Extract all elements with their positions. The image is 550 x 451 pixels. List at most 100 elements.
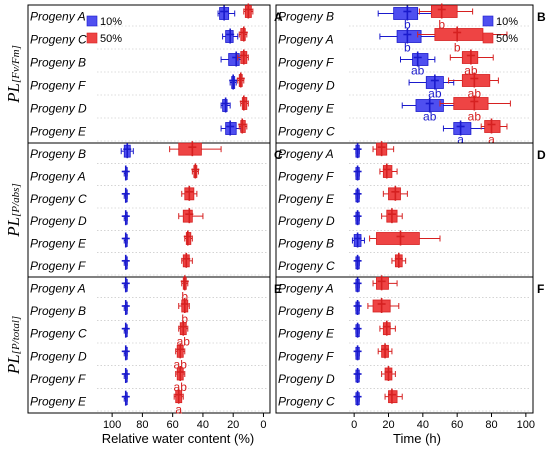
row-y-label-sub: [P/total]	[10, 316, 22, 355]
progeny-label: Progeny E	[30, 125, 87, 139]
row-y-label-sub: [Fv/Fm]	[10, 45, 22, 83]
tick-label: 40	[417, 419, 429, 431]
progeny-label: Progeny A	[30, 281, 86, 295]
panel-a: Progeny A Progeny C Progeny B Progeny F Prog…	[27, 3, 283, 144]
progeny-label: Progeny A	[30, 10, 86, 24]
progeny-label: Progeny C	[278, 395, 335, 409]
annotation-10pct: a	[457, 133, 464, 147]
box-50pct-box	[376, 276, 389, 290]
box-10pct-box	[228, 53, 240, 66]
box-50pct-box	[461, 74, 491, 87]
progeny-label: Progeny B	[278, 304, 334, 318]
row-y-label: PL[P/total]	[4, 316, 23, 375]
legend-a: 10%50%	[86, 15, 122, 45]
panel-frame	[27, 276, 271, 414]
panel-frame	[275, 142, 534, 278]
annotation-50pct: b	[454, 41, 461, 55]
annotation-50pct: a	[488, 133, 495, 147]
panel-letter: B	[537, 10, 546, 24]
progeny-label: Progeny C	[278, 259, 335, 273]
progeny-label: Progeny A	[278, 33, 334, 47]
panel-letter: F	[537, 282, 544, 296]
tick-label: 0	[260, 419, 266, 431]
x-axis-left: 100 80 60 40 20 0	[103, 413, 267, 431]
box-50pct-box	[182, 209, 193, 223]
tick-label: 100	[517, 419, 535, 431]
box-10pct-box	[412, 53, 429, 66]
annotation-50pct: a	[175, 403, 182, 417]
progeny-label: Progeny A	[30, 170, 86, 184]
legend-swatch-10pct	[482, 15, 494, 27]
progeny-label: Progeny E	[278, 102, 335, 116]
annotation-10pct: ab	[428, 87, 442, 101]
progeny-label: Progeny B	[30, 304, 86, 318]
box-50pct-box	[434, 28, 484, 41]
annotation-50pct: b	[181, 289, 188, 303]
progeny-label: Progeny B	[278, 237, 334, 251]
box-50pct-box	[461, 51, 479, 64]
progeny-label: Progeny F	[30, 259, 86, 273]
tick-label: 20	[227, 419, 239, 431]
progeny-label: Progeny D	[30, 214, 87, 228]
progeny-label: Progeny F	[278, 349, 334, 363]
progeny-label: Progeny C	[30, 327, 87, 341]
progeny-label: Progeny E	[278, 327, 335, 341]
row-y-label: PL[P/abs]	[4, 183, 23, 237]
progeny-label: Progeny E	[278, 192, 335, 206]
annotation-10pct: ab	[423, 110, 437, 124]
box-10pct-box	[393, 7, 419, 20]
tick-label: 80	[136, 419, 148, 431]
tick-label: 80	[485, 419, 497, 431]
panel-d: Progeny A Progeny F Progeny E Progeny D Prog…	[275, 141, 546, 278]
annotation-50pct: ab	[468, 110, 482, 124]
row-y-label-sub: [P/abs]	[10, 183, 22, 217]
legend-label-10pct: 10%	[100, 16, 122, 28]
tick-label: 60	[167, 419, 179, 431]
box-50pct-box	[376, 232, 420, 245]
progeny-label: Progeny C	[278, 125, 335, 139]
box-50pct-box	[431, 5, 458, 18]
box-50pct-box	[388, 390, 398, 404]
progeny-label: Progeny A	[278, 281, 334, 295]
box-50pct-box	[484, 120, 501, 133]
box-10pct-box	[453, 122, 472, 135]
tick-label: 100	[103, 419, 121, 431]
legend-swatch-10pct	[86, 15, 98, 27]
legend-b: 10%50%	[482, 15, 518, 45]
progeny-label: Progeny F	[30, 79, 86, 93]
x-axis-right: 0 20 40 60 80 100	[351, 413, 535, 431]
progeny-label: Progeny D	[30, 102, 87, 116]
panel-f: Progeny A Progeny B Progeny E Progeny F Prog…	[275, 275, 544, 414]
progeny-label: Progeny B	[30, 56, 86, 70]
panel-c: Progeny B Progeny A Progeny C Progeny D Prog…	[27, 141, 283, 278]
progeny-label: Progeny D	[30, 349, 87, 363]
panel-letter: E	[274, 282, 282, 296]
annotation-10pct: b	[404, 18, 411, 32]
row-y-label: PL[Fv/Fm]	[4, 45, 23, 104]
box-50pct-box	[388, 187, 401, 201]
annotation-10pct: b	[404, 41, 411, 55]
panel-frame	[275, 276, 534, 414]
progeny-label: Progeny D	[278, 372, 335, 386]
box-50pct-box	[453, 97, 489, 110]
box-50pct-box	[382, 165, 393, 178]
box-50pct-box	[178, 142, 202, 156]
progeny-label: Progeny E	[30, 237, 87, 251]
progeny-label: Progeny F	[278, 170, 334, 184]
progeny-label: Progeny D	[278, 214, 335, 228]
tick-label: 60	[451, 419, 463, 431]
row-y-label-main: PL	[4, 83, 23, 104]
tick-label: 20	[382, 419, 394, 431]
tick-label: 40	[197, 419, 209, 431]
annotation-50pct: ab	[468, 87, 482, 101]
annotation-10pct: ab	[411, 64, 425, 78]
legend-label-10pct: 10%	[496, 16, 518, 28]
legend-swatch-50pct	[86, 32, 98, 44]
x-axis-label-right: Time (h)	[393, 431, 441, 446]
progeny-label: Progeny B	[278, 10, 334, 24]
progeny-label: Progeny F	[278, 56, 334, 70]
